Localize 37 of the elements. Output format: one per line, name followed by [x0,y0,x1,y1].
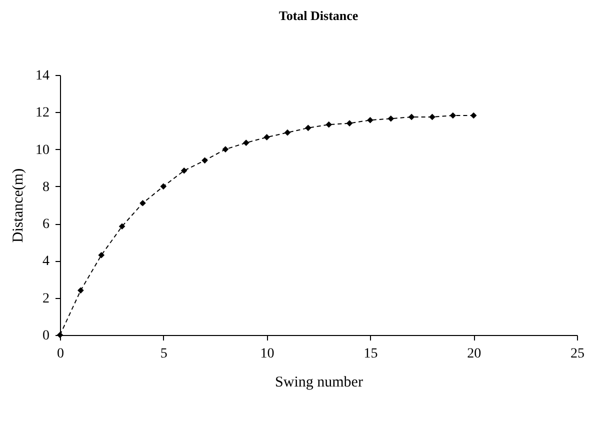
point [160,183,167,190]
point [388,115,394,122]
point [450,112,456,119]
point [429,114,436,120]
x-tick-label: 0 [57,346,64,362]
y-tick-label: 6 [42,217,50,232]
y-tick-label: 2 [42,291,50,306]
y-tick-label: 4 [42,254,50,270]
y-tick-label: 12 [36,106,50,121]
y-axis-title: Distance(m) [10,168,26,243]
point [326,121,332,128]
x-tick-label: 25 [570,346,584,362]
point [346,120,353,126]
y-tick-label: 8 [42,180,50,195]
x-tick-label: 15 [364,346,378,362]
point [367,116,374,124]
y-tick-label: 0 [42,328,50,344]
point [78,287,84,294]
point [470,112,477,119]
point [284,129,291,136]
point [180,167,188,174]
y-tick-label: 10 [36,142,50,158]
point [264,134,270,140]
point [202,157,208,164]
chart-title: Total Distance [278,8,358,23]
x-tick-label: 20 [467,346,482,362]
y-tick-label: 14 [36,68,50,84]
x-tick-label: 5 [160,346,168,362]
x-tick-label: 10 [260,346,274,362]
point [305,124,312,132]
x-axis-title: Swing number [275,374,363,390]
point [140,200,146,206]
point [118,223,126,230]
point [222,146,229,152]
point [408,114,415,120]
point [98,252,105,258]
point [242,140,250,146]
